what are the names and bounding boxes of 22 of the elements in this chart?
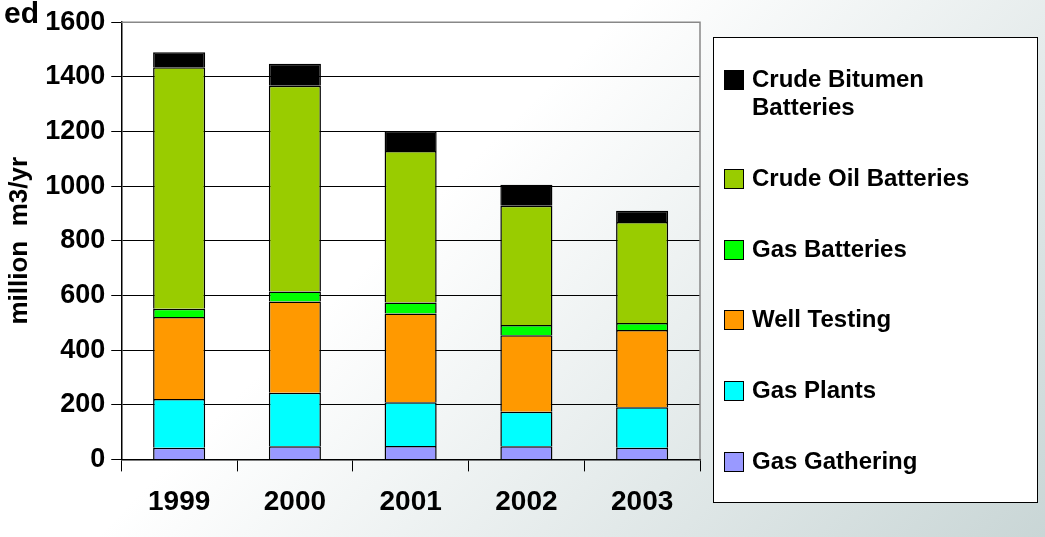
y-tick-label: 400 [60,333,106,364]
y-tick-label: 1400 [45,60,106,91]
x-tick-label: 2003 [610,484,674,516]
y-tick-label: 1200 [45,114,106,145]
x-tick-label: 2000 [263,484,327,516]
y-tick-label: 1600 [45,5,106,36]
legend-label: Well Testing [752,305,892,334]
y-tick-label: 0 [90,442,106,473]
legend-label: Crude Bitumen Batteries [752,65,925,122]
x-tick-label: 2002 [495,484,558,516]
legend-label: Gas Plants [752,375,877,404]
legend-label: Gas Gathering [752,446,918,475]
legend-label: Gas Batteries [752,234,907,263]
x-tick-label: 1999 [147,484,211,516]
y-tick-label: 1000 [45,169,106,200]
y-axis-title: million m3/yr [2,157,33,325]
y-tick-label: 800 [60,224,106,255]
x-tick-label: 2001 [379,484,442,516]
y-tick-label: 600 [60,278,106,309]
chart-title: ed [4,0,40,30]
legend-label: Crude Oil Batteries [752,163,970,192]
y-tick-label: 200 [60,388,106,419]
